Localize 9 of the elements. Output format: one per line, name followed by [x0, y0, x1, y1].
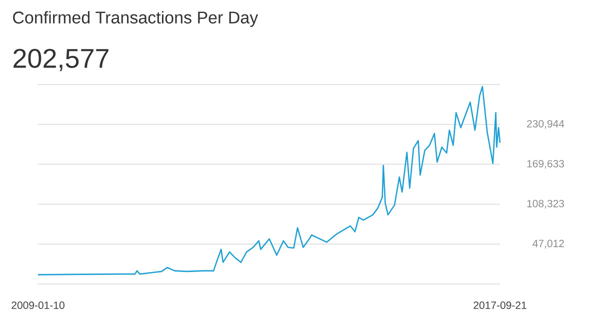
chart-title: Confirmed Transactions Per Day	[13, 11, 258, 27]
line-series	[37, 86, 501, 276]
y-tick-label: 108,323	[527, 200, 564, 209]
y-tick-label: 169,633	[527, 160, 564, 169]
y-tick-label: 47,012	[532, 240, 564, 248]
x-tick-label: 2009-01-10	[12, 302, 64, 309]
y-tick-label: 230,944	[527, 120, 564, 129]
chart-subtitle: 202,577	[14, 48, 108, 72]
x-tick-label: 2017-09-21	[474, 302, 526, 309]
